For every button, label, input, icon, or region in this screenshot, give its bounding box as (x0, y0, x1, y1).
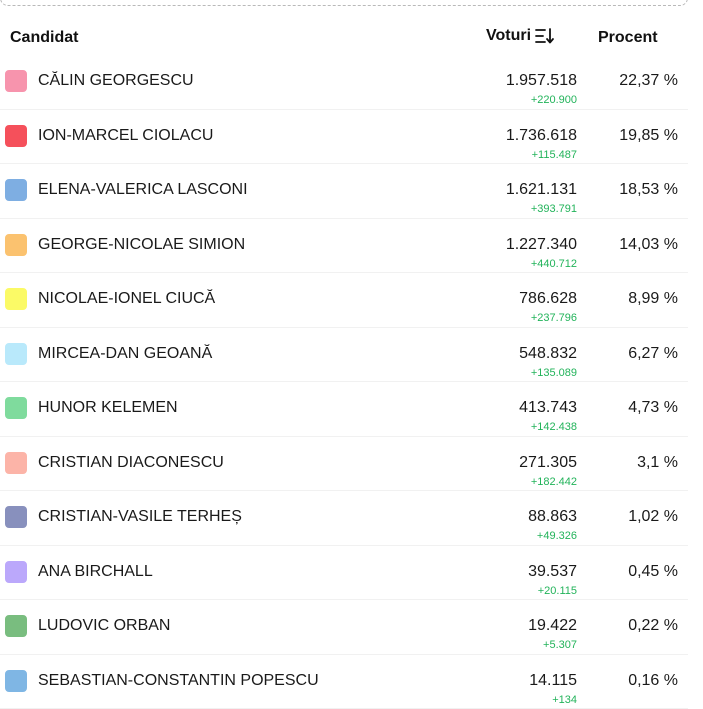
candidate-color-swatch (5, 234, 27, 256)
candidate-votes: 1.957.518 (506, 72, 577, 90)
candidate-votes: 271.305 (519, 454, 577, 472)
candidate-votes-delta: +115.487 (532, 149, 577, 161)
candidate-color-swatch (5, 670, 27, 692)
table-row[interactable]: SEBASTIAN-CONSTANTIN POPESCU 14.115 +134… (0, 655, 688, 709)
table-row[interactable]: ANA BIRCHALL 39.537 +20.115 0,45 % (0, 546, 688, 601)
candidate-name: ELENA-VALERICA LASCONI (38, 181, 248, 199)
table-header: Candidat Voturi Procent (0, 20, 703, 60)
candidate-color-swatch (5, 397, 27, 419)
candidate-votes: 1.736.618 (506, 127, 577, 145)
candidate-percent: 0,16 % (628, 672, 678, 690)
candidate-color-swatch (5, 125, 27, 147)
candidate-name: CĂLIN GEORGESCU (38, 72, 194, 90)
candidate-percent: 4,73 % (628, 399, 678, 417)
candidate-percent: 18,53 % (619, 181, 678, 199)
candidate-name: CRISTIAN DIACONESCU (38, 454, 224, 472)
candidate-votes: 39.537 (528, 563, 577, 581)
candidate-votes: 548.832 (519, 345, 577, 363)
candidate-percent: 0,22 % (628, 617, 678, 635)
candidate-votes: 19.422 (528, 617, 577, 635)
panel-frame-border (0, 0, 688, 6)
candidate-percent: 0,45 % (628, 563, 678, 581)
candidate-votes-delta: +142.438 (531, 421, 577, 433)
column-header-percent: Procent (598, 29, 658, 47)
candidate-percent: 1,02 % (628, 508, 678, 526)
candidate-color-swatch (5, 452, 27, 474)
candidate-name: ANA BIRCHALL (38, 563, 153, 581)
candidate-name: GEORGE-NICOLAE SIMION (38, 236, 245, 254)
candidate-votes-delta: +220.900 (531, 94, 577, 106)
table-row[interactable]: CRISTIAN-VASILE TERHEȘ 88.863 +49.326 1,… (0, 491, 688, 546)
candidate-votes: 413.743 (519, 399, 577, 417)
column-header-votes-sort[interactable]: Voturi (486, 27, 555, 45)
table-row[interactable]: LUDOVIC ORBAN 19.422 +5.307 0,22 % (0, 600, 688, 655)
candidate-votes-delta: +182.442 (531, 476, 577, 488)
table-row[interactable]: CRISTIAN DIACONESCU 271.305 +182.442 3,1… (0, 437, 688, 492)
candidate-color-swatch (5, 70, 27, 92)
candidate-color-swatch (5, 343, 27, 365)
candidate-votes-delta: +5.307 (543, 639, 577, 651)
table-row[interactable]: NICOLAE-IONEL CIUCĂ 786.628 +237.796 8,9… (0, 273, 688, 328)
table-row[interactable]: CĂLIN GEORGESCU 1.957.518 +220.900 22,37… (0, 55, 688, 110)
column-header-votes-label: Voturi (486, 27, 531, 45)
table-row[interactable]: ION-MARCEL CIOLACU 1.736.618 +115.487 19… (0, 110, 688, 165)
candidate-votes: 1.621.131 (506, 181, 577, 199)
candidate-name: MIRCEA-DAN GEOANĂ (38, 345, 212, 363)
candidate-color-swatch (5, 561, 27, 583)
candidate-votes-delta: +135.089 (531, 367, 577, 379)
candidate-percent: 14,03 % (619, 236, 678, 254)
candidate-name: SEBASTIAN-CONSTANTIN POPESCU (38, 672, 319, 690)
table-row[interactable]: ELENA-VALERICA LASCONI 1.621.131 +393.79… (0, 164, 688, 219)
table-row[interactable]: HUNOR KELEMEN 413.743 +142.438 4,73 % (0, 382, 688, 437)
candidate-votes: 786.628 (519, 290, 577, 308)
results-table-body: CĂLIN GEORGESCU 1.957.518 +220.900 22,37… (0, 55, 688, 709)
candidate-votes-delta: +440.712 (531, 258, 577, 270)
table-row[interactable]: GEORGE-NICOLAE SIMION 1.227.340 +440.712… (0, 219, 688, 274)
candidate-percent: 8,99 % (628, 290, 678, 308)
candidate-percent: 19,85 % (619, 127, 678, 145)
candidate-name: LUDOVIC ORBAN (38, 617, 170, 635)
candidate-name: HUNOR KELEMEN (38, 399, 178, 417)
candidate-color-swatch (5, 288, 27, 310)
candidate-name: CRISTIAN-VASILE TERHEȘ (38, 508, 242, 526)
candidate-votes-delta: +393.791 (531, 203, 577, 215)
candidate-votes-delta: +49.326 (537, 530, 577, 542)
table-row[interactable]: MIRCEA-DAN GEOANĂ 548.832 +135.089 6,27 … (0, 328, 688, 383)
candidate-color-swatch (5, 615, 27, 637)
candidate-votes: 1.227.340 (506, 236, 577, 254)
candidate-name: NICOLAE-IONEL CIUCĂ (38, 290, 215, 308)
candidate-color-swatch (5, 179, 27, 201)
sort-descending-icon (535, 27, 555, 45)
candidate-votes-delta: +237.796 (531, 312, 577, 324)
candidate-percent: 22,37 % (619, 72, 678, 90)
candidate-votes: 14.115 (529, 672, 577, 690)
candidate-percent: 6,27 % (628, 345, 678, 363)
candidate-color-swatch (5, 506, 27, 528)
candidate-votes-delta: +20.115 (538, 585, 577, 597)
candidate-percent: 3,1 % (637, 454, 678, 472)
candidate-name: ION-MARCEL CIOLACU (38, 127, 213, 145)
column-header-candidate: Candidat (10, 29, 78, 47)
candidate-votes: 88.863 (528, 508, 577, 526)
